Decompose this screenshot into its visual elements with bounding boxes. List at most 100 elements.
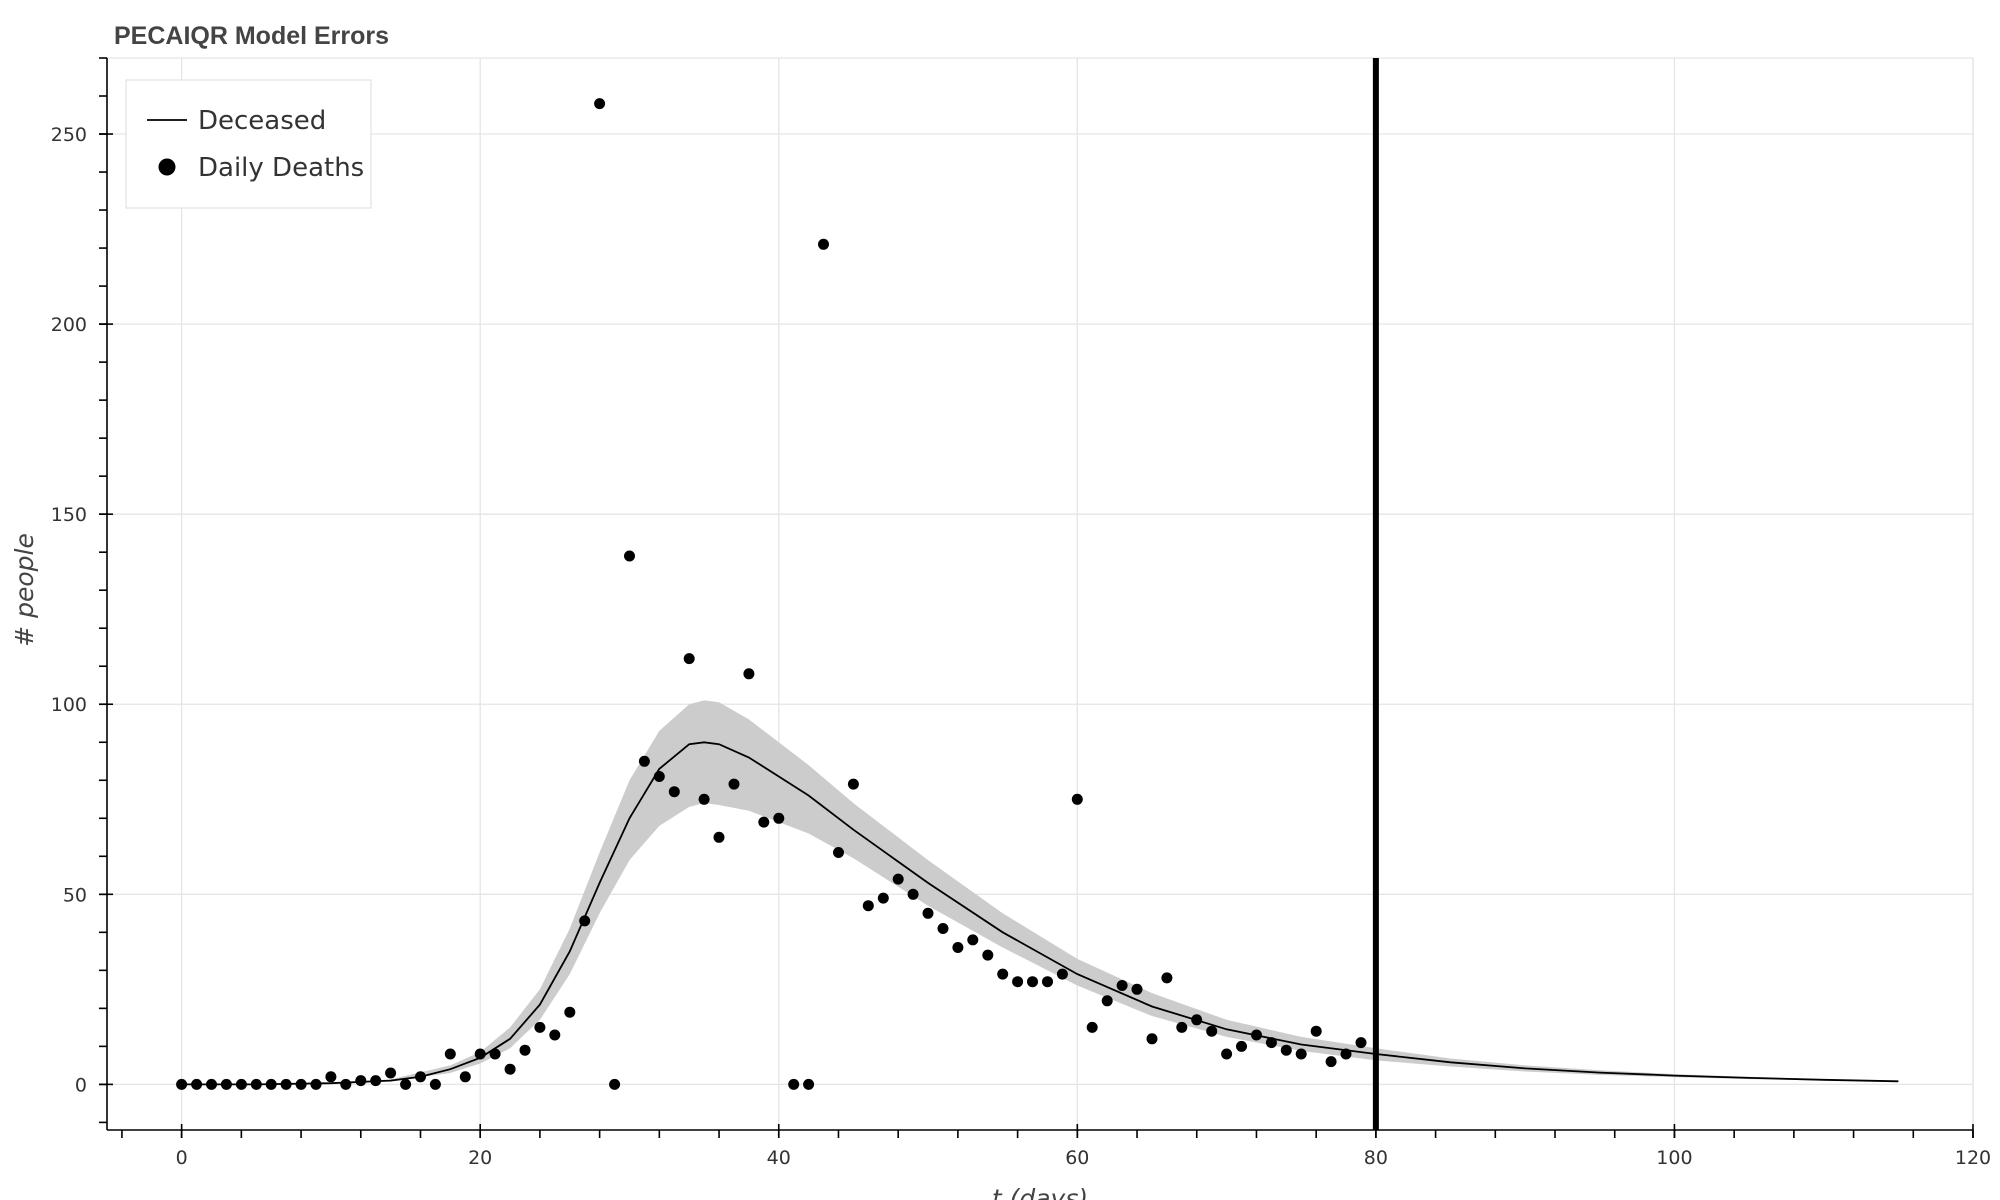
y-tick-label: 200 xyxy=(51,314,87,336)
daily-death-point xyxy=(1056,968,1068,980)
x-tick-label: 120 xyxy=(1955,1147,1991,1169)
daily-death-point xyxy=(459,1071,471,1083)
daily-death-point xyxy=(1325,1056,1337,1068)
daily-death-point xyxy=(758,816,770,828)
daily-death-point xyxy=(1251,1029,1262,1041)
daily-death-point xyxy=(549,1029,561,1041)
daily-death-point xyxy=(1236,1040,1247,1052)
band-layer xyxy=(181,700,1899,1085)
daily-death-point xyxy=(624,550,635,562)
x-tick-label: 40 xyxy=(767,1147,791,1169)
daily-death-point xyxy=(250,1078,262,1090)
daily-death-point xyxy=(206,1078,217,1090)
daily-death-point xyxy=(788,1078,800,1090)
daily-death-point xyxy=(1340,1048,1352,1060)
daily-death-point xyxy=(474,1048,486,1060)
daily-death-point xyxy=(310,1078,322,1090)
grid xyxy=(107,57,1974,1130)
x-axis-label: t (days) xyxy=(992,1184,1088,1200)
daily-death-point xyxy=(803,1078,815,1090)
daily-death-point xyxy=(265,1078,277,1090)
daily-death-point xyxy=(1355,1037,1367,1049)
y-tick-label: 0 xyxy=(75,1074,87,1096)
legend-entry-daily-deaths: Daily Deaths xyxy=(198,153,364,183)
chart-title: PECAIQR Model Errors xyxy=(114,22,389,50)
daily-death-point xyxy=(191,1078,203,1090)
daily-death-point xyxy=(1161,972,1173,984)
daily-death-point xyxy=(1131,983,1143,995)
legend-circle-swatch xyxy=(158,158,176,176)
deceased-line xyxy=(181,741,1899,1086)
daily-death-point xyxy=(1310,1025,1322,1037)
daily-death-point xyxy=(1295,1048,1307,1060)
daily-death-point xyxy=(1071,793,1083,805)
y-tick-label: 150 xyxy=(51,504,87,526)
daily-death-point xyxy=(1265,1037,1277,1049)
daily-death-point xyxy=(504,1063,516,1075)
daily-death-point xyxy=(1042,976,1053,988)
daily-death-point xyxy=(653,771,665,782)
daily-death-point xyxy=(340,1078,352,1090)
y-axis-label: # people xyxy=(10,533,39,647)
daily-death-point xyxy=(325,1071,337,1083)
daily-death-point xyxy=(1206,1025,1218,1037)
daily-death-point xyxy=(982,949,994,961)
daily-death-point xyxy=(937,923,949,934)
daily-death-point xyxy=(1280,1044,1292,1056)
daily-death-point xyxy=(833,847,844,858)
daily-death-point xyxy=(429,1078,441,1090)
daily-death-point xyxy=(370,1075,382,1087)
daily-death-point xyxy=(594,98,606,110)
daily-death-point xyxy=(1191,1014,1203,1026)
daily-death-point xyxy=(728,778,740,790)
daily-death-point xyxy=(1086,1021,1098,1033)
daily-death-point xyxy=(922,907,934,919)
daily-death-point xyxy=(967,934,979,946)
legend-box xyxy=(125,79,372,209)
daily-death-point xyxy=(444,1048,456,1060)
daily-death-point xyxy=(1116,980,1128,991)
daily-death-point xyxy=(400,1078,412,1090)
y-tick-label: 50 xyxy=(63,884,87,906)
daily-death-point xyxy=(1101,995,1113,1007)
daily-death-point xyxy=(743,668,755,680)
daily-death-point xyxy=(773,812,785,824)
daily-death-point xyxy=(952,942,964,953)
daily-death-point xyxy=(892,873,904,885)
daily-death-point xyxy=(295,1078,307,1090)
daily-death-point xyxy=(280,1078,292,1090)
legend: Deceased Daily Deaths xyxy=(125,79,372,209)
confidence-band xyxy=(181,700,1899,1085)
daily-death-point xyxy=(564,1006,576,1018)
daily-death-point xyxy=(355,1075,367,1087)
daily-death-point xyxy=(1146,1033,1158,1045)
x-tick-label: 60 xyxy=(1065,1147,1089,1169)
daily-death-point xyxy=(907,888,919,900)
daily-death-point xyxy=(176,1078,188,1090)
scatter-layer xyxy=(176,98,1367,1090)
daily-death-point xyxy=(415,1071,426,1083)
daily-death-point xyxy=(847,778,859,790)
line-layer xyxy=(181,741,1899,1086)
daily-death-point xyxy=(519,1044,531,1056)
daily-death-point xyxy=(1176,1021,1188,1033)
y-tick-label: 100 xyxy=(51,694,87,716)
y-tick-label: 250 xyxy=(51,124,87,146)
daily-death-point xyxy=(668,786,680,798)
daily-death-point xyxy=(713,831,725,843)
daily-death-point xyxy=(683,653,695,665)
daily-death-point xyxy=(489,1048,501,1060)
daily-death-point xyxy=(698,793,710,805)
x-tick-label: 100 xyxy=(1656,1147,1692,1169)
daily-death-point xyxy=(638,755,650,767)
daily-death-point xyxy=(877,892,889,904)
daily-death-point xyxy=(1221,1048,1233,1060)
daily-death-point xyxy=(862,900,874,912)
daily-death-point xyxy=(818,238,829,250)
axes: 0 20 40 60 80 100 120 0 50 100 150 200 250 xyxy=(51,57,1991,1169)
x-tick-label: 0 xyxy=(176,1147,188,1169)
x-tick-label: 80 xyxy=(1364,1147,1388,1169)
daily-death-point xyxy=(220,1078,232,1090)
